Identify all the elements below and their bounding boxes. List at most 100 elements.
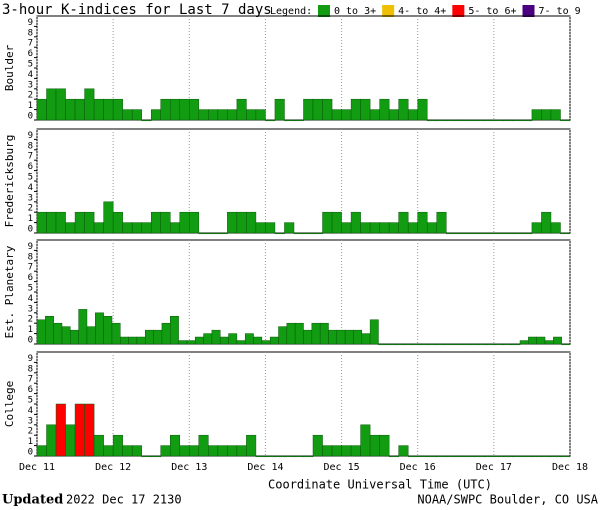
y-tick-label: 3 [28,80,33,90]
bar [379,434,390,457]
bar [369,319,379,345]
bar [353,329,363,345]
y-tick-label: 6 [28,385,33,395]
bar [455,119,466,122]
panel-label: Fredericksburg [3,135,16,228]
bar [189,98,200,121]
bar [170,222,181,234]
y-tick-label: 1 [28,437,33,447]
bar [453,343,462,346]
bar [494,343,504,346]
bar [369,222,380,234]
bar [128,336,138,345]
bar [84,88,95,121]
bar [331,109,342,121]
bar [274,455,285,458]
bar [122,109,133,121]
bar [336,329,346,345]
legend-label: 4- to 4+ [398,6,446,17]
bar [531,109,542,121]
bar [46,424,57,457]
bar [465,232,476,235]
bar [322,445,333,457]
bar [170,315,179,345]
bar [294,322,304,345]
bar [493,455,504,458]
bar [189,445,200,457]
bar [112,434,123,457]
y-tick-label: 8 [28,28,33,38]
bar [312,98,323,121]
bar [419,343,429,346]
y-tick-label: 5 [28,60,33,70]
bar [170,98,181,121]
bar [93,222,104,234]
bar [360,98,371,121]
bar [493,119,504,122]
bar [350,445,361,457]
bar [74,211,85,234]
bar [189,211,200,234]
bar [227,211,238,234]
bar [388,222,399,234]
x-tick-label: Dec 16 [400,462,436,473]
bar [84,211,95,234]
y-tick-label: 2 [28,91,33,101]
bar [512,455,523,458]
bar [160,445,171,457]
bar [361,333,371,345]
bar [278,326,288,345]
y-tick-label: 9 [28,354,33,364]
bar [208,109,219,121]
bar [208,445,219,457]
bar [403,343,413,346]
bar [78,309,88,345]
bar [550,222,561,234]
bar [103,201,114,234]
bar [417,98,428,121]
bar [111,322,121,345]
bar [417,211,428,234]
y-tick-label: 4 [28,294,33,304]
bar [503,343,512,346]
bar [136,336,146,345]
bar [61,326,71,345]
bar [398,98,409,121]
x-tick-label: Dec 12 [95,462,131,473]
bar [65,98,76,121]
bar [95,312,104,345]
bar [519,340,529,345]
bar [274,98,285,121]
legend-label: 5- to 6+ [468,6,516,17]
bar [379,98,390,121]
bar [407,109,418,121]
bar [512,232,523,235]
bar [446,455,457,458]
bar [503,119,514,122]
y-tick-label: 0 [28,225,33,235]
bar [55,88,66,121]
y-tick-label: 0 [28,448,33,458]
bar [560,119,571,122]
bar [122,445,133,457]
y-tick-label: 8 [28,364,33,374]
bar [198,232,209,235]
bar [255,222,266,234]
bar [503,455,514,458]
bar [150,211,161,234]
y-tick-label: 5 [28,284,33,294]
bar [550,455,561,458]
bar [244,333,254,345]
y-tick-label: 2 [28,427,33,437]
y-tick-label: 6 [28,162,33,172]
y-tick-label: 9 [28,18,33,28]
timestamp: 2022 Dec 17 2130 [66,493,182,507]
bar [198,434,209,457]
bar [360,222,371,234]
bar [131,222,142,234]
bar [369,109,380,121]
bar [178,340,188,345]
bar [255,109,266,121]
bar [331,445,342,457]
panel-label: Boulder [3,44,16,91]
